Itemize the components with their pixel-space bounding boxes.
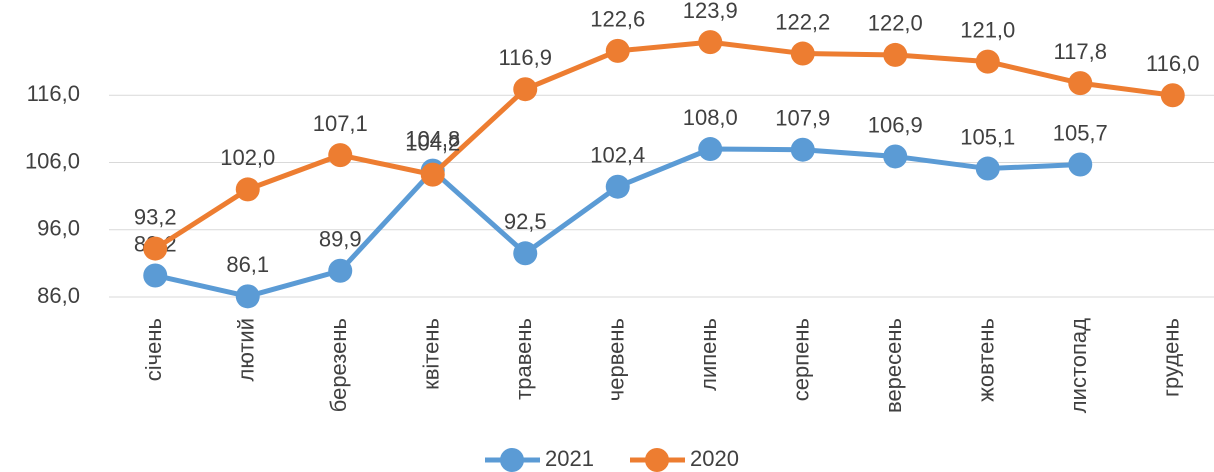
data-label: 122,6 xyxy=(590,7,645,32)
point xyxy=(235,177,260,202)
x-tick-label: травень xyxy=(511,318,536,400)
point xyxy=(1068,152,1093,177)
point xyxy=(605,38,630,63)
point xyxy=(883,42,908,67)
data-label: 105,1 xyxy=(960,124,1015,149)
point xyxy=(513,77,538,102)
point xyxy=(975,156,1000,181)
data-label: 116,9 xyxy=(499,45,552,70)
x-tick-label: грудень xyxy=(1159,318,1184,397)
data-label: 102,0 xyxy=(220,145,275,170)
data-label: 107,1 xyxy=(313,111,368,136)
point xyxy=(698,30,723,55)
data-label: 107,9 xyxy=(775,106,830,131)
legend-label: 2020 xyxy=(690,446,739,471)
point xyxy=(328,143,353,168)
data-label: 122,0 xyxy=(868,11,923,36)
y-tick-label: 86,0 xyxy=(37,283,80,308)
point xyxy=(235,284,260,309)
point xyxy=(883,144,908,169)
data-label: 105,7 xyxy=(1053,120,1108,145)
point xyxy=(790,137,815,162)
series-line xyxy=(153,39,1174,251)
point xyxy=(698,137,723,162)
x-tick-label: лютий xyxy=(234,318,259,382)
point xyxy=(1068,71,1093,96)
point xyxy=(790,41,815,66)
point xyxy=(513,241,538,266)
data-label: 121,0 xyxy=(960,17,1015,42)
point xyxy=(143,263,168,288)
y-tick-label: 116,0 xyxy=(27,81,80,106)
data-label: 104,8 xyxy=(405,126,460,151)
legend-label: 2021 xyxy=(545,446,594,471)
data-label: 102,4 xyxy=(590,143,645,168)
point xyxy=(143,236,168,261)
x-tick-label: серпень xyxy=(789,318,814,401)
x-tick-label: листопад xyxy=(1066,318,1091,413)
data-label: 123,9 xyxy=(683,0,738,23)
point xyxy=(975,49,1000,74)
data-label: 93,2 xyxy=(134,204,177,229)
y-tick-label: 96,0 xyxy=(37,216,80,241)
point xyxy=(328,258,353,283)
x-tick-label: квітень xyxy=(419,318,444,390)
legend-marker xyxy=(500,448,524,472)
data-label: 106,9 xyxy=(868,112,923,137)
x-tick-label: жовтень xyxy=(974,318,999,402)
point xyxy=(420,162,445,187)
point xyxy=(1160,83,1185,108)
data-label: 89,9 xyxy=(319,227,362,252)
data-label: 122,2 xyxy=(775,9,830,34)
data-label: 104,2 xyxy=(405,130,460,155)
data-label: 92,5 xyxy=(504,209,547,234)
data-label: 116,0 xyxy=(1146,51,1199,76)
x-tick-label: вересень xyxy=(881,318,906,413)
y-tick-label: 106,0 xyxy=(25,148,80,173)
data-label: 86,1 xyxy=(226,252,269,277)
x-tick-label: липень xyxy=(696,318,721,391)
x-tick-label: червень xyxy=(604,318,629,401)
data-label: 108,0 xyxy=(683,105,738,130)
x-tick-label: березень xyxy=(326,318,351,412)
data-label: 117,8 xyxy=(1054,39,1107,64)
x-tick-label: січень xyxy=(141,318,166,381)
point xyxy=(605,174,630,199)
legend-marker xyxy=(645,448,669,472)
